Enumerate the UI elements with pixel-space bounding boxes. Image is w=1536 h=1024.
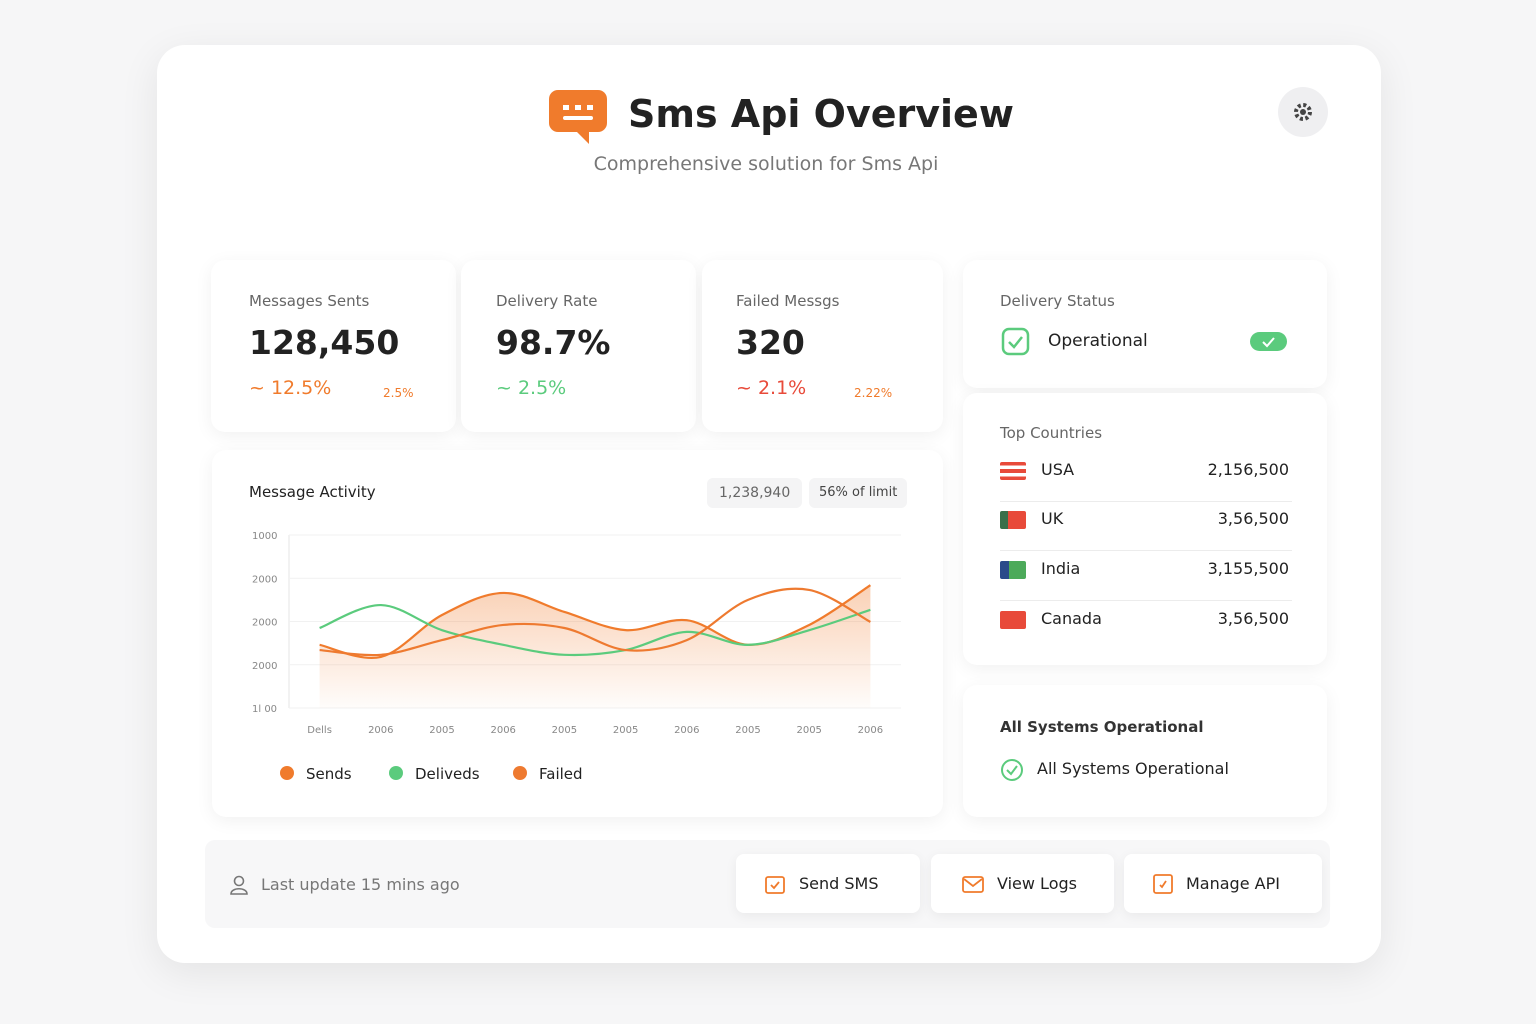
flag [1000, 611, 1026, 629]
series-area [319, 585, 871, 708]
stat-card: Delivery Rate 98.7% ~ 2.5% [461, 260, 696, 432]
limit-badge: 56% of limit [809, 478, 908, 508]
legend-dot [513, 766, 527, 780]
delivery-status-card: Delivery Status Operational [963, 260, 1327, 388]
stat-value: 320 [736, 323, 805, 362]
flag [1000, 511, 1026, 529]
button-label: View Logs [997, 874, 1077, 893]
stat-change: ~ 2.5% [496, 377, 567, 399]
x-tick-label: 2006 [490, 725, 515, 736]
button-icon [1153, 874, 1173, 894]
stat-label: Failed Messgs [736, 292, 840, 310]
button-icon [962, 876, 984, 893]
manage-api-button[interactable]: Manage API [1124, 854, 1322, 913]
button-icon [765, 876, 785, 894]
logo-icon [549, 90, 607, 144]
user-icon [230, 875, 248, 895]
x-tick-label: 2006 [858, 725, 883, 736]
flag [1000, 462, 1026, 480]
country-row: Canada 3,56,500 [1000, 601, 1292, 650]
check-icon [1001, 759, 1023, 781]
activity-chart: 1l 00 2000 2000 2000 1000 Dells 2006 2005 2006 20… [252, 531, 901, 783]
card-title: All Systems Operational [1000, 718, 1204, 736]
stat-change: ~ 12.5% [249, 377, 332, 399]
country-row: India 3,155,500 [1000, 551, 1292, 601]
card-title: Message Activity [249, 483, 376, 501]
series-line [319, 603, 871, 657]
send-sms-button[interactable]: Send SMS [736, 854, 920, 913]
legend-label: Failed [539, 765, 583, 783]
y-tick-label: 2000 [252, 574, 277, 585]
button-label: Manage API [1186, 874, 1280, 893]
x-tick-label: 2005 [735, 725, 760, 736]
stat-value: 128,450 [249, 323, 400, 362]
check-icon [1001, 327, 1030, 356]
country-name: India [1041, 559, 1081, 578]
y-tick-label: 1000 [252, 531, 277, 542]
card-title: Top Countries [1000, 424, 1103, 442]
x-tick-label: 2006 [674, 725, 699, 736]
country-name: Canada [1041, 609, 1102, 628]
legend-label: Sends [306, 765, 352, 783]
legend-dot [280, 766, 294, 780]
card-title: Delivery Status [1000, 292, 1115, 310]
country-row: USA 2,156,500 [1000, 452, 1292, 502]
x-tick-label: 2005 [429, 725, 454, 736]
status-toggle [1250, 332, 1287, 351]
stat-value: 98.7% [496, 323, 611, 362]
stat-card: Messages Sents 128,450 ~ 12.5% 2.5% [211, 260, 456, 432]
x-tick-label: 2005 [552, 725, 577, 736]
country-value: 3,56,500 [1217, 609, 1289, 628]
stat-badge: 2.22% [854, 386, 893, 400]
settings-button[interactable] [1278, 87, 1328, 137]
stat-change-value: 2.1% [757, 377, 807, 399]
country-value: 2,156,500 [1207, 460, 1289, 479]
stat-badge: 2.5% [383, 386, 414, 400]
top-countries-card: Top Countries USA 2,156,500 UK 3,56,500 In… [963, 393, 1327, 665]
status-text: All Systems Operational [1037, 759, 1229, 778]
total-badge: 1,238,940 [707, 478, 803, 508]
country-name: UK [1041, 509, 1064, 528]
x-tick-label: 2006 [368, 725, 393, 736]
last-update: Last update 15 mins ago [261, 875, 460, 894]
y-tick-label: 2000 [252, 618, 277, 629]
x-tick-label: 2005 [796, 725, 821, 736]
country-name: USA [1041, 460, 1075, 479]
stat-card: Failed Messgs 320 ~ 2.1% 2.22% [702, 260, 943, 432]
x-tick-label: 2005 [613, 725, 638, 736]
x-tick-label: Dells [307, 725, 332, 736]
country-value: 3,155,500 [1207, 559, 1289, 578]
legend-label: Deliveds [415, 765, 480, 783]
y-tick-label: 1l 00 [252, 704, 277, 715]
button-label: Send SMS [799, 874, 879, 893]
stat-change-value: 12.5% [270, 377, 332, 399]
stat-change-value: 2.5% [517, 377, 567, 399]
series-line [319, 587, 871, 657]
page-title: Sms Api Overview [628, 92, 1014, 136]
status-text: Operational [1048, 331, 1148, 351]
stat-change: ~ 2.1% [736, 377, 807, 399]
legend-dot [389, 766, 403, 780]
country-row: UK 3,56,500 [1000, 501, 1292, 551]
country-value: 3,56,500 [1217, 509, 1289, 528]
systems-card: All Systems Operational All Systems Oper… [963, 685, 1327, 817]
page-subtitle: Comprehensive solution for Sms Api [593, 153, 939, 175]
view-logs-button[interactable]: View Logs [931, 854, 1114, 913]
y-tick-label: 2000 [252, 661, 277, 672]
stat-label: Messages Sents [249, 292, 370, 310]
stat-label: Delivery Rate [496, 292, 598, 310]
activity-card: Message Activity 1,238,940 56% of limit … [212, 450, 943, 817]
flag [1000, 561, 1026, 579]
